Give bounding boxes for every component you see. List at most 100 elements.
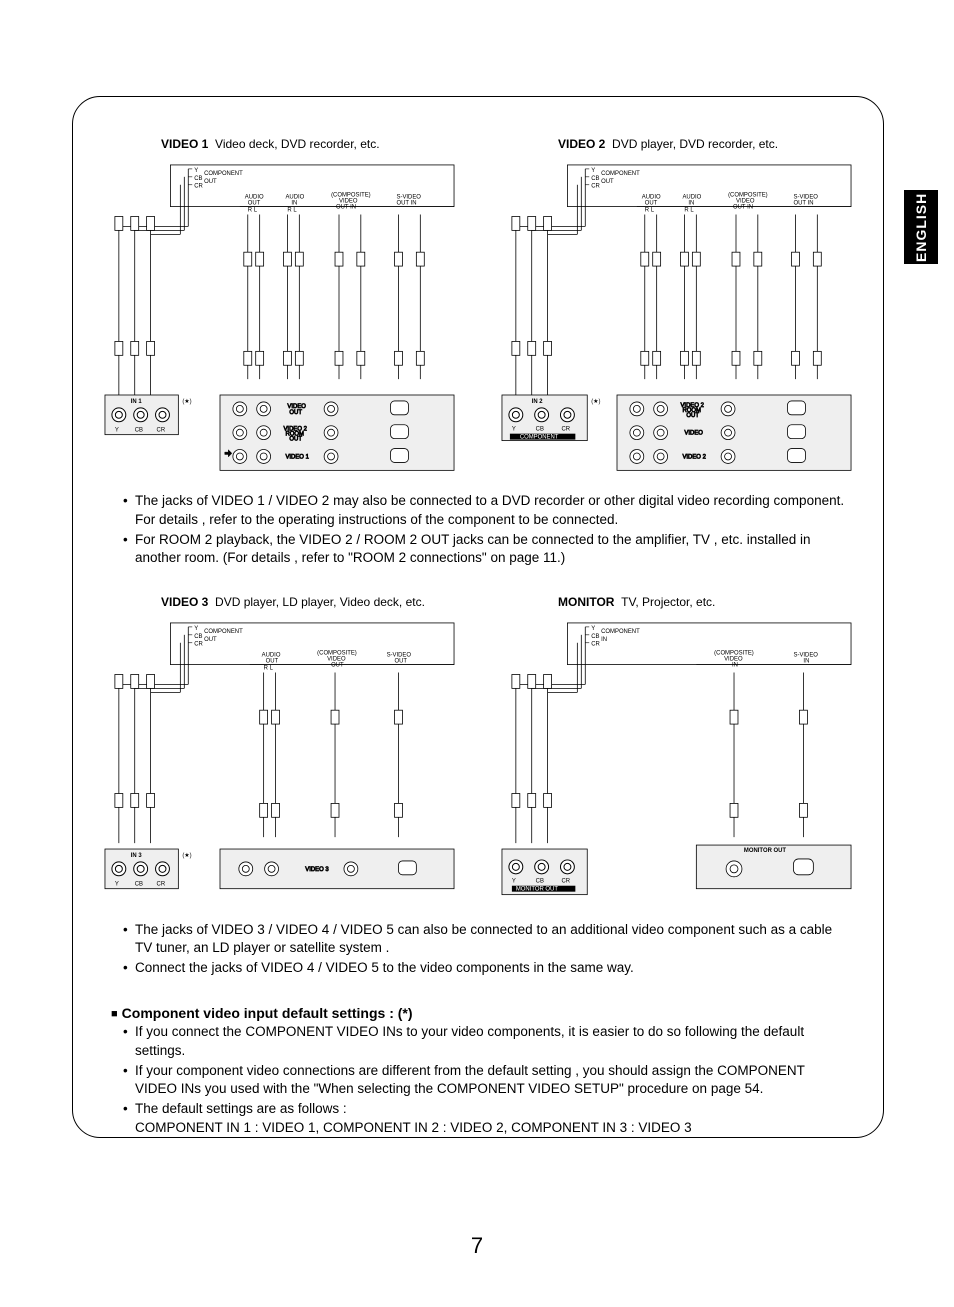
svg-text:R L: R L [645,208,655,214]
subheading: Component video input default settings :… [111,1005,855,1021]
svg-text:Y: Y [115,882,119,888]
svg-text:MONITOR OUT: MONITOR OUT [516,887,558,893]
svg-text:OUT: OUT [204,179,217,185]
note-item: The jacks of VIDEO 3 / VIDEO 4 / VIDEO 5… [123,921,847,957]
svg-text:Y: Y [194,626,198,632]
svg-text:Y: Y [591,168,595,174]
svg-text:IN: IN [803,659,809,665]
diagram-title-bold: MONITOR [558,595,614,609]
svg-text:CR: CR [561,879,570,885]
svg-text:CR: CR [591,184,600,190]
svg-text:(★): (★) [182,852,191,859]
svg-text:COMPONENT: COMPONENT [204,171,243,177]
svg-text:OUT: OUT [266,659,279,665]
svg-text:IN 2: IN 2 [532,399,544,405]
wiring-diagram-svg: Y CB CR COMPONENT OUT AUDIOOUT AUDIOIN R… [101,157,458,474]
diagram-video2: VIDEO 2 DVD player, DVD recorder, etc. Y… [498,137,855,474]
svg-text:VIDEO: VIDEO [684,431,703,437]
diagram-title: VIDEO 3 DVD player, LD player, Video dec… [101,595,458,609]
svg-text:OUT: OUT [204,637,217,643]
diagram-title: VIDEO 2 DVD player, DVD recorder, etc. [498,137,855,151]
svg-text:OUT IN: OUT IN [794,201,814,207]
svg-text:CR: CR [194,184,203,190]
svg-text:Y: Y [512,427,516,433]
page-frame: VIDEO 1 Video deck, DVD recorder, etc. Y… [72,96,884,1138]
svg-text:OUT: OUT [248,201,261,207]
diagram-video3: VIDEO 3 DVD player, LD player, Video dec… [101,595,458,903]
note-item: For ROOM 2 playback, the VIDEO 2 / ROOM … [123,531,847,567]
svg-text:R L: R L [287,208,297,214]
svg-text:(★): (★) [182,398,191,405]
svg-text:R L: R L [248,208,258,214]
svg-text:CB: CB [591,176,599,182]
svg-text:OUT: OUT [289,410,302,416]
svg-text:OUT IN: OUT IN [336,205,356,211]
svg-text:CB: CB [536,879,544,885]
svg-text:CB: CB [135,882,143,888]
svg-text:CR: CR [194,642,203,648]
diagram-title-rest: TV, Projector, etc. [621,595,715,609]
svg-text:Y: Y [115,428,119,434]
diagram-row-2: VIDEO 3 DVD player, LD player, Video dec… [101,595,855,903]
diagram-title-bold: VIDEO 2 [558,137,605,151]
note-item: If your component video connections are … [123,1062,847,1098]
svg-text:IN 3: IN 3 [131,853,143,859]
svg-text:Y: Y [591,626,595,632]
svg-text:CR: CR [157,428,166,434]
diagram-title-rest: DVD player, LD player, Video deck, etc. [215,595,425,609]
svg-text:COMPONENT: COMPONENT [204,629,243,635]
svg-text:COMPONENT: COMPONENT [601,171,640,177]
diagram-title-rest: DVD player, DVD recorder, etc. [612,137,778,151]
svg-text:CR: CR [561,427,570,433]
note-item: The default settings are as follows : CO… [123,1100,847,1136]
diagram-title-rest: Video deck, DVD recorder, etc. [215,137,380,151]
svg-text:VIDEO 2: VIDEO 2 [682,454,705,460]
wiring-diagram-svg: YCBCR COMPONENTOUT AUDIOOUT AUDIOIN R L … [498,157,855,474]
svg-text:OUT: OUT [331,663,344,669]
notes-top: The jacks of VIDEO 1 / VIDEO 2 may also … [101,492,855,567]
svg-text:CB: CB [194,176,202,182]
note-item: The jacks of VIDEO 1 / VIDEO 2 may also … [123,492,847,528]
diagram-monitor: MONITOR TV, Projector, etc. Y CB CR COMPON… [498,595,855,903]
svg-text:OUT: OUT [686,413,699,419]
svg-text:COMPONENT: COMPONENT [520,435,559,441]
diagram-title: VIDEO 1 Video deck, DVD recorder, etc. [101,137,458,151]
svg-text:OUT: OUT [289,437,302,443]
svg-text:IN: IN [688,201,694,207]
diagram-title-bold: VIDEO 3 [161,595,208,609]
svg-text:(★): (★) [591,398,600,405]
diagram-title-bold: VIDEO 1 [161,137,208,151]
diagram-title: MONITOR TV, Projector, etc. [498,595,855,609]
notes-mid: The jacks of VIDEO 3 / VIDEO 4 / VIDEO 5… [101,921,855,978]
svg-text:OUT: OUT [395,659,408,665]
svg-text:IN: IN [291,201,297,207]
svg-text:CR: CR [591,642,600,648]
language-tab: ENGLISH [904,190,938,264]
svg-text:IN: IN [601,637,607,643]
svg-text:CR: CR [157,882,166,888]
svg-text:MONITOR OUT: MONITOR OUT [744,848,786,854]
svg-text:OUT: OUT [645,201,658,207]
note-item: If you connect the COMPONENT VIDEO INs t… [123,1023,847,1059]
svg-text:VIDEO 1: VIDEO 1 [285,454,309,460]
svg-text:CB: CB [135,428,143,434]
svg-text:Y: Y [194,168,198,174]
svg-text:CB: CB [591,634,599,640]
svg-text:VIDEO 3: VIDEO 3 [305,867,329,873]
svg-text:IN: IN [732,663,738,669]
diagram-row-1: VIDEO 1 Video deck, DVD recorder, etc. Y… [101,137,855,474]
svg-text:OUT: OUT [601,179,614,185]
svg-text:OUT IN: OUT IN [733,205,753,211]
svg-text:R L: R L [264,666,274,672]
svg-text:Y: Y [512,879,516,885]
svg-text:COMPONENT: COMPONENT [601,629,640,635]
svg-text:CB: CB [194,634,202,640]
svg-text:R L: R L [684,208,694,214]
svg-text:IN 1: IN 1 [131,399,143,405]
diagram-video1: VIDEO 1 Video deck, DVD recorder, etc. Y… [101,137,458,474]
wiring-diagram-svg: YCBCR COMPONENTOUT AUDIOOUT R L (COMPOSI… [101,615,458,903]
note-item: Connect the jacks of VIDEO 4 / VIDEO 5 t… [123,959,847,977]
svg-text:CB: CB [536,427,544,433]
page-number: 7 [0,1233,954,1259]
wiring-diagram-svg: YCBCR COMPONENTIN (COMPOSITE)VIDEOIN S-V… [498,615,855,903]
